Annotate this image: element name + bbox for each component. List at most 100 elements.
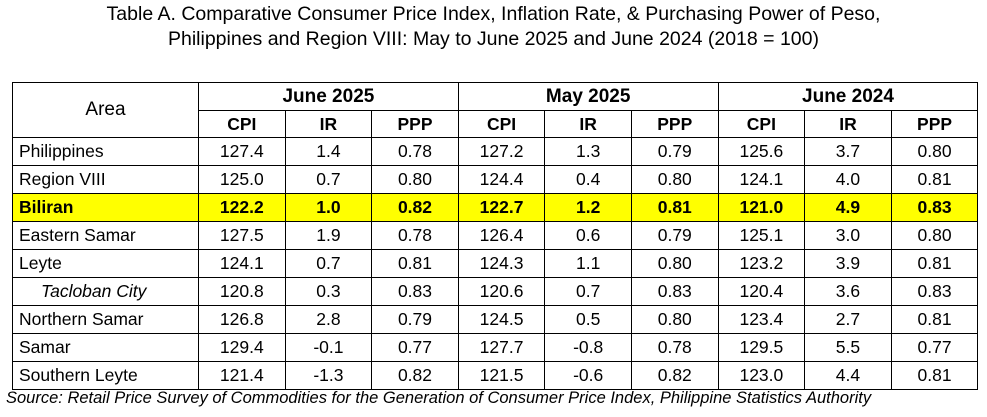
- value-cell: 0.82: [371, 193, 459, 222]
- value-cell: 3.6: [804, 277, 892, 306]
- table-row: Leyte 124.1 0.7 0.81 124.3 1.1 0.80 123.2 3.9 0.8…: [12, 249, 979, 278]
- source-note: Source: Retail Price Survey of Commoditi…: [6, 389, 872, 407]
- value-cell: 0.78: [630, 333, 719, 362]
- value-cell: 121.0: [717, 193, 806, 222]
- value-cell: 123.2: [717, 249, 806, 278]
- value-cell: 0.78: [371, 137, 459, 166]
- value-cell: 0.79: [630, 221, 719, 250]
- value-cell: 0.81: [630, 193, 719, 222]
- area-cell: Leyte: [12, 249, 199, 278]
- value-cell: 124.5: [457, 305, 546, 334]
- value-cell: 2.7: [804, 305, 892, 334]
- value-cell: 129.5: [717, 333, 806, 362]
- value-cell: 126.4: [457, 221, 546, 250]
- value-cell: 3.7: [804, 137, 892, 166]
- value-cell: 4.9: [804, 193, 892, 222]
- value-cell: 129.4: [198, 333, 286, 362]
- value-cell: 0.6: [544, 221, 632, 250]
- title: Table A. Comparative Consumer Price Inde…: [0, 2, 987, 52]
- value-cell: 120.4: [717, 277, 806, 306]
- table-row: Northern Samar 126.8 2.8 0.79 124.5 0.5 0.80 12…: [12, 305, 979, 334]
- value-cell: -0.6: [544, 361, 632, 390]
- value-cell: 0.77: [371, 333, 459, 362]
- subcolumn-header: IR: [804, 110, 892, 138]
- value-cell: 0.83: [890, 193, 979, 222]
- value-cell: 1.1: [544, 249, 632, 278]
- subcolumn-header: CPI: [717, 110, 806, 138]
- table-row: Philippines 127.4 1.4 0.78 127.2 1.3 0.79 125.6…: [12, 137, 979, 166]
- area-cell: Tacloban City: [12, 277, 199, 306]
- value-cell: 0.83: [890, 277, 979, 306]
- value-cell: 127.4: [198, 137, 286, 166]
- value-cell: 0.80: [630, 305, 719, 334]
- value-cell: 0.7: [284, 249, 373, 278]
- value-cell: 0.80: [371, 165, 459, 194]
- cpi-table: Area June 2025 May 2025 June 2024 CPI IR PPP C…: [12, 82, 979, 390]
- area-cell: Eastern Samar: [12, 221, 199, 250]
- value-cell: 0.80: [630, 165, 719, 194]
- value-cell: 124.1: [198, 249, 286, 278]
- value-cell: 125.0: [198, 165, 286, 194]
- subcolumn-header: PPP: [371, 110, 459, 138]
- group-header: June 2025: [198, 82, 459, 111]
- value-cell: 120.6: [457, 277, 546, 306]
- value-cell: 1.9: [284, 221, 373, 250]
- value-cell: 0.4: [544, 165, 632, 194]
- value-cell: 0.83: [371, 277, 459, 306]
- value-cell: 121.4: [198, 361, 286, 390]
- value-cell: 0.77: [890, 333, 979, 362]
- value-cell: 123.0: [717, 361, 806, 390]
- value-cell: 125.1: [717, 221, 806, 250]
- area-cell: Region VIII: [12, 165, 199, 194]
- value-cell: 126.8: [198, 305, 286, 334]
- table-row: Samar 129.4 -0.1 0.77 127.7 -0.8 0.78 129.5 5.5 0…: [12, 333, 979, 362]
- value-cell: 5.5: [804, 333, 892, 362]
- area-cell: Philippines: [12, 137, 199, 166]
- group-header: June 2024: [717, 82, 979, 111]
- value-cell: 3.9: [804, 249, 892, 278]
- value-cell: 125.6: [717, 137, 806, 166]
- value-cell: 1.2: [544, 193, 632, 222]
- subcolumn-header: CPI: [198, 110, 286, 138]
- value-cell: 120.8: [198, 277, 286, 306]
- table-row: Region VIII 125.0 0.7 0.80 124.4 0.4 0.80 124.1…: [12, 165, 979, 194]
- value-cell: 0.80: [630, 249, 719, 278]
- value-cell: 0.83: [630, 277, 719, 306]
- value-cell: -0.1: [284, 333, 373, 362]
- value-cell: 123.4: [717, 305, 806, 334]
- subcolumn-header: IR: [284, 110, 373, 138]
- subcolumn-header: CPI: [457, 110, 546, 138]
- value-cell: 122.2: [198, 193, 286, 222]
- value-cell: 127.5: [198, 221, 286, 250]
- value-cell: 0.79: [371, 305, 459, 334]
- value-cell: 0.78: [371, 221, 459, 250]
- value-cell: 3.0: [804, 221, 892, 250]
- title-line: Table A. Comparative Consumer Price Inde…: [106, 3, 881, 25]
- value-cell: 127.2: [457, 137, 546, 166]
- value-cell: 0.5: [544, 305, 632, 334]
- table-row: Eastern Samar 127.5 1.9 0.78 126.4 0.6 0.79 125…: [12, 221, 979, 250]
- value-cell: -1.3: [284, 361, 373, 390]
- value-cell: 1.3: [544, 137, 632, 166]
- table-row: Southern Leyte 121.4 -1.3 0.82 121.5 -0.6 0.82…: [12, 361, 979, 390]
- table-row: Tacloban City 120.8 0.3 0.83 120.6 0.7 0.83 120…: [12, 277, 979, 306]
- value-cell: 0.79: [630, 137, 719, 166]
- value-cell: 2.8: [284, 305, 373, 334]
- table-head: Area June 2025 May 2025 June 2024 CPI IR PPP C…: [12, 82, 979, 138]
- table-row: Biliran 122.2 1.0 0.82 122.7 1.2 0.81 121.0 4.9 0…: [12, 193, 979, 222]
- value-cell: 122.7: [457, 193, 546, 222]
- value-cell: 1.4: [284, 137, 373, 166]
- value-cell: 0.7: [284, 165, 373, 194]
- value-cell: 0.81: [890, 305, 979, 334]
- value-cell: 0.81: [371, 249, 459, 278]
- subcolumn-header: PPP: [890, 110, 979, 138]
- value-cell: 0.82: [630, 361, 719, 390]
- value-cell: 124.3: [457, 249, 546, 278]
- value-cell: 124.4: [457, 165, 546, 194]
- value-cell: 4.0: [804, 165, 892, 194]
- value-cell: 0.81: [890, 249, 979, 278]
- area-cell: Southern Leyte: [12, 361, 199, 390]
- subcolumn-header: PPP: [630, 110, 719, 138]
- value-cell: 0.80: [890, 221, 979, 250]
